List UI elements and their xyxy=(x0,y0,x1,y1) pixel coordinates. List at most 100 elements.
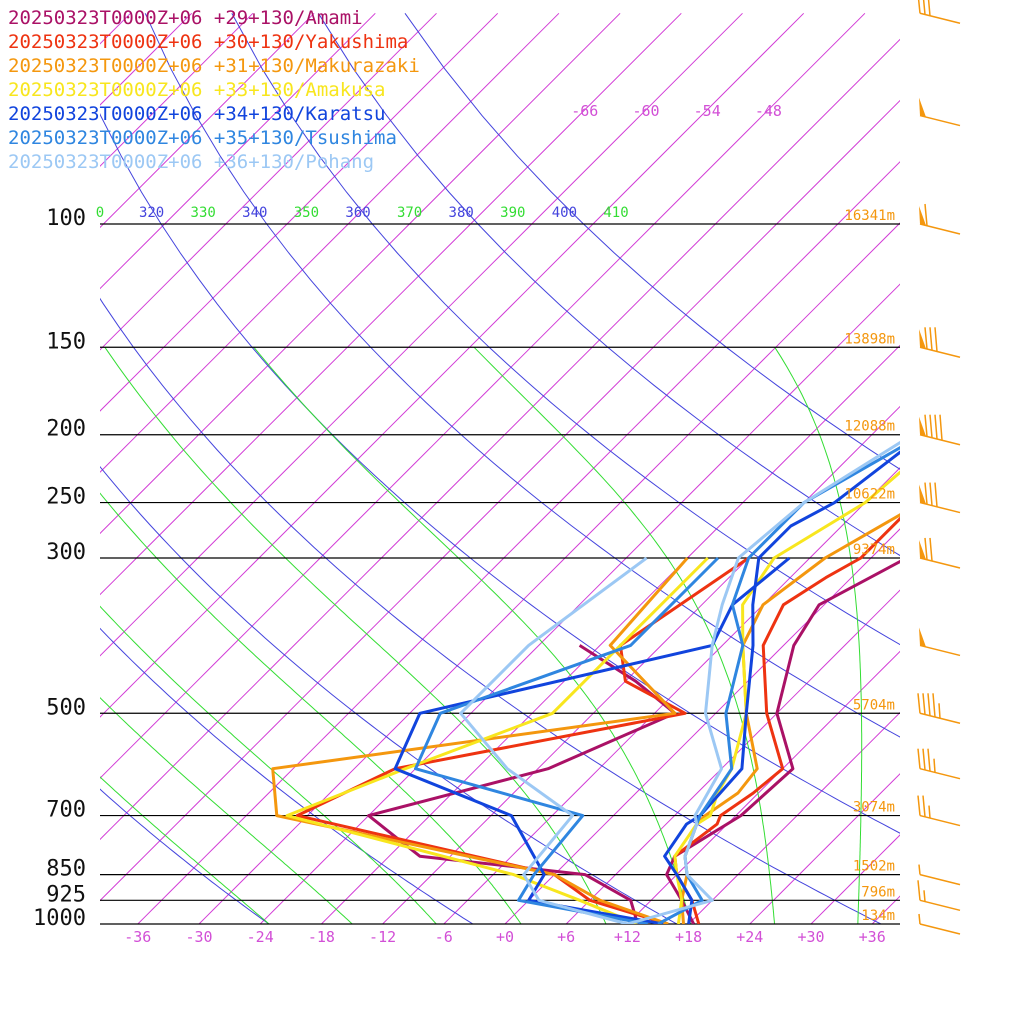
isotherm-line xyxy=(100,12,682,596)
theta-label: 320 xyxy=(139,205,164,221)
pressure-label: 300 xyxy=(46,540,86,565)
wind-barb xyxy=(919,203,961,235)
isotherm-top-label: -54 xyxy=(694,102,721,120)
isotherm-line xyxy=(0,13,8,924)
wind-barb xyxy=(917,0,961,25)
temperature-axis-labels: -36 -30 -24 -18 -12 -6 +0 +6 +12 +18 +24 +30 +36 xyxy=(124,928,885,946)
temperature-tick-label: +30 xyxy=(797,928,824,946)
dry-adiabat-line xyxy=(144,13,900,738)
isotherm-top-label: -48 xyxy=(755,102,782,120)
wind-barbs xyxy=(917,0,961,935)
isotherm-line xyxy=(198,222,900,924)
isotherm-line xyxy=(100,12,315,229)
wind-barb xyxy=(919,537,961,569)
height-label: 13898m xyxy=(844,331,895,347)
temperature-tick-label: -30 xyxy=(185,928,212,946)
dry-adiabat-line xyxy=(100,297,883,924)
theta-label: 360 xyxy=(345,205,370,221)
theta-label: 350 xyxy=(294,205,319,221)
dewpoint-profile-line xyxy=(414,556,720,924)
legend-entry: 20250323T0000Z+06 +35+130/Tsushima xyxy=(8,127,397,149)
wind-barb xyxy=(918,913,961,935)
isotherm-line xyxy=(100,12,437,351)
isotherm-line xyxy=(933,13,1024,924)
theta-label: 400 xyxy=(552,205,577,221)
pressure-label: 250 xyxy=(46,485,86,510)
pressure-label: 1000 xyxy=(33,906,86,931)
pressure-label: 925 xyxy=(46,882,86,907)
isotherm-top-labels: -66 -60 -54 -48 xyxy=(571,102,782,120)
isotherm-line xyxy=(810,834,900,924)
dewpoint-profile-line xyxy=(459,556,648,924)
wind-barb xyxy=(919,627,961,657)
isotherm-line xyxy=(100,12,621,535)
dewpoint-profile-line xyxy=(271,557,689,924)
temperature-tick-label: -18 xyxy=(308,928,335,946)
sounding-series xyxy=(271,440,900,924)
isotherm-line xyxy=(100,12,193,106)
moist-adiabat-grid xyxy=(100,346,863,924)
legend-entry: 20250323T0000Z+06 +36+130/Pohang xyxy=(8,151,374,173)
moist-adiabat-line xyxy=(100,696,353,924)
temperature-profile-line xyxy=(663,450,900,924)
temperature-profile-line xyxy=(673,470,900,924)
temperature-tick-label: -36 xyxy=(124,928,151,946)
wind-barb xyxy=(919,97,961,127)
moist-adiabat-line xyxy=(100,776,270,924)
legend-entry: 20250323T0000Z+06 +29+130/Amami xyxy=(8,7,363,29)
dry-adiabat-line xyxy=(231,13,900,646)
temperature-tick-label: +24 xyxy=(736,928,763,946)
isotherm-line xyxy=(137,161,900,924)
isotherm-line xyxy=(100,12,866,779)
dewpoint-profile-line xyxy=(285,556,709,924)
height-label: 796m xyxy=(861,884,895,900)
pressure-label: 850 xyxy=(46,857,86,882)
legend-entry: 20250323T0000Z+06 +30+130/Yakushima xyxy=(8,31,408,53)
dry-adiabat-grid xyxy=(100,13,900,924)
isotherm-line xyxy=(0,13,69,924)
isotherm-top-label: -60 xyxy=(632,102,659,120)
legend-entry: 20250323T0000Z+06 +33+130/Amakusa xyxy=(8,79,386,101)
isobar-grid xyxy=(100,223,900,925)
theta-label: 330 xyxy=(191,205,216,221)
wind-barb xyxy=(919,327,961,358)
isotherm-line xyxy=(627,650,900,924)
temperature-profile-line xyxy=(626,440,900,924)
wind-barb xyxy=(917,693,961,725)
moist-adiabat-line xyxy=(104,347,607,924)
isotherm-top-label: -66 xyxy=(571,102,598,120)
legend-entry: 20250323T0000Z+06 +31+130/Makurazaki xyxy=(8,55,420,77)
pressure-label: 100 xyxy=(46,206,86,231)
dry-adiabat-line xyxy=(317,13,900,557)
isotherm-line xyxy=(995,13,1024,924)
dry-adiabat-line xyxy=(100,465,678,924)
temperature-profile-line xyxy=(680,513,900,924)
legend-entry: 20250323T0000Z+06 +34+130/Karatsu xyxy=(8,103,386,125)
dewpoint-profile-line xyxy=(367,644,677,924)
theta-label: 390 xyxy=(500,205,525,221)
pressure-label: 150 xyxy=(46,329,86,354)
height-label: 12088m xyxy=(844,419,895,435)
isotherm-line xyxy=(100,12,743,657)
temperature-tick-label: +0 xyxy=(496,928,514,946)
pressure-label: 500 xyxy=(46,695,86,720)
dry-adiabat-line xyxy=(100,627,474,924)
wind-barb xyxy=(919,414,961,446)
isotherm-line xyxy=(100,12,499,412)
isotherm-line xyxy=(749,773,900,924)
dry-adiabat-line xyxy=(100,788,270,924)
height-label: 1502m xyxy=(853,859,895,875)
theta-label: 0 xyxy=(96,205,104,221)
temperature-tick-label: -24 xyxy=(247,928,274,946)
isotherm-line xyxy=(100,12,254,167)
wind-barb xyxy=(917,880,961,912)
isotherm-line xyxy=(259,283,900,924)
theta-labels: 0 320 330 340 350 360 370 380 390 400 410 xyxy=(96,205,629,221)
isotherm-line xyxy=(100,99,900,902)
height-label: 10622m xyxy=(844,487,895,503)
pressure-label: 200 xyxy=(46,417,86,442)
isotherm-line xyxy=(871,895,900,924)
isotherm-grid xyxy=(0,12,1024,924)
